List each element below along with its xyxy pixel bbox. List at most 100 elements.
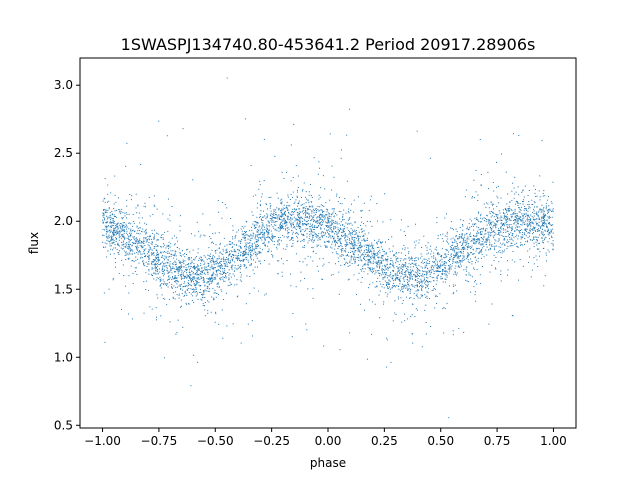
- data-point: [224, 259, 226, 261]
- data-point: [187, 266, 189, 268]
- data-point: [256, 230, 258, 232]
- data-point: [413, 273, 415, 275]
- data-point: [179, 274, 181, 276]
- data-point: [266, 225, 268, 227]
- data-point: [321, 224, 323, 226]
- data-point: [328, 240, 330, 242]
- data-point: [220, 266, 222, 268]
- data-point: [188, 292, 190, 294]
- data-point: [192, 179, 194, 181]
- data-point: [328, 241, 330, 243]
- data-point: [251, 255, 253, 257]
- data-point: [369, 267, 371, 269]
- data-point: [340, 264, 342, 266]
- data-point: [144, 249, 146, 251]
- data-point: [327, 240, 329, 242]
- data-point: [143, 281, 145, 283]
- data-point: [222, 270, 224, 272]
- data-point: [494, 224, 496, 226]
- data-point: [475, 242, 477, 244]
- data-point: [268, 221, 270, 223]
- data-point: [386, 337, 388, 339]
- data-point: [322, 219, 324, 221]
- data-point: [410, 274, 412, 276]
- data-point: [192, 290, 194, 292]
- data-point: [162, 233, 164, 235]
- data-point: [136, 241, 138, 243]
- data-point: [123, 250, 125, 252]
- data-point: [195, 266, 197, 268]
- data-point: [110, 225, 112, 227]
- data-point: [359, 246, 361, 248]
- data-point: [527, 210, 529, 212]
- data-point: [183, 275, 185, 277]
- data-point: [478, 252, 480, 254]
- data-point: [283, 228, 285, 230]
- data-point: [256, 236, 258, 238]
- data-point: [109, 214, 111, 216]
- data-point: [113, 234, 115, 236]
- data-point: [343, 225, 345, 227]
- data-point: [459, 226, 461, 228]
- data-point: [175, 333, 177, 335]
- data-point: [277, 216, 279, 218]
- data-point: [242, 255, 244, 257]
- data-point: [123, 275, 125, 277]
- data-point: [151, 266, 153, 268]
- data-point: [365, 244, 367, 246]
- data-point: [122, 248, 124, 250]
- data-point: [285, 223, 287, 225]
- data-point: [280, 215, 282, 217]
- data-point: [151, 241, 153, 243]
- data-point: [149, 235, 151, 237]
- data-point: [440, 271, 442, 273]
- data-point: [349, 247, 351, 249]
- data-point: [491, 303, 493, 305]
- data-point: [183, 261, 185, 263]
- data-point: [536, 229, 538, 231]
- data-point: [457, 252, 459, 254]
- data-point: [327, 219, 329, 221]
- data-point: [483, 256, 485, 258]
- data-point: [133, 231, 135, 233]
- data-point: [162, 265, 164, 267]
- data-point: [110, 231, 112, 232]
- data-point: [105, 236, 107, 238]
- data-point: [395, 258, 397, 260]
- data-point: [413, 241, 415, 243]
- data-point: [112, 213, 114, 215]
- data-point: [520, 209, 522, 211]
- data-point: [465, 243, 467, 245]
- data-point: [280, 215, 282, 217]
- data-point: [270, 239, 272, 241]
- data-point: [459, 260, 461, 262]
- data-point: [360, 259, 362, 261]
- data-point: [524, 229, 526, 231]
- data-point: [192, 278, 194, 280]
- data-point: [245, 242, 247, 244]
- data-point: [549, 232, 551, 234]
- data-point: [236, 279, 238, 281]
- data-point: [379, 290, 381, 292]
- data-point: [356, 294, 357, 296]
- data-point: [262, 225, 264, 227]
- data-point: [284, 214, 286, 216]
- data-point: [258, 252, 260, 254]
- data-point: [382, 283, 384, 285]
- data-point: [104, 341, 106, 343]
- data-point: [511, 314, 513, 316]
- data-point: [219, 270, 221, 272]
- data-point: [107, 240, 109, 242]
- data-point: [290, 225, 292, 227]
- data-point: [181, 266, 183, 268]
- data-point: [240, 228, 242, 230]
- data-point: [338, 293, 340, 295]
- data-point: [280, 202, 282, 204]
- data-point: [361, 270, 363, 272]
- data-point: [512, 232, 514, 234]
- data-point: [296, 218, 298, 220]
- data-point: [331, 219, 333, 221]
- data-point: [314, 225, 316, 227]
- data-point: [425, 271, 427, 273]
- data-point: [171, 286, 173, 288]
